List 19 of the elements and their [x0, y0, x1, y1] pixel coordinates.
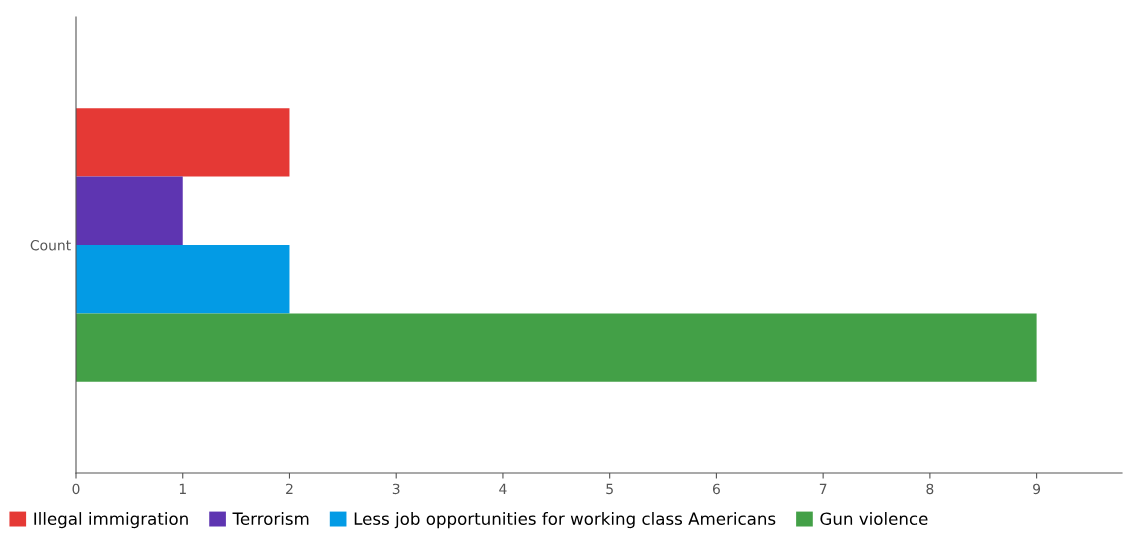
- x-tick-label: 6: [712, 483, 720, 495]
- bar: [76, 313, 1037, 382]
- x-tick-label: 0: [72, 483, 80, 495]
- x-tick-label: 5: [606, 483, 613, 495]
- x-tick-label: 9: [1033, 483, 1041, 495]
- y-tick-label: Count: [30, 239, 71, 251]
- bar: [76, 245, 290, 314]
- x-tick-label: 1: [179, 483, 186, 494]
- bar: [76, 176, 183, 245]
- x-tick-label: 2: [286, 483, 293, 494]
- x-tick-label: 8: [926, 483, 934, 495]
- x-tick-label: 3: [392, 483, 400, 495]
- legend-label: Gun violence: [820, 512, 928, 525]
- legend-label: Less job opportunities for working class Americans: [354, 512, 776, 529]
- bar: [76, 108, 290, 177]
- x-tick-label: 7: [819, 483, 827, 494]
- x-tick-label: 4: [499, 483, 507, 494]
- legend-label: Terrorism: [232, 512, 309, 525]
- legend-label: Illegal immigration: [34, 512, 188, 529]
